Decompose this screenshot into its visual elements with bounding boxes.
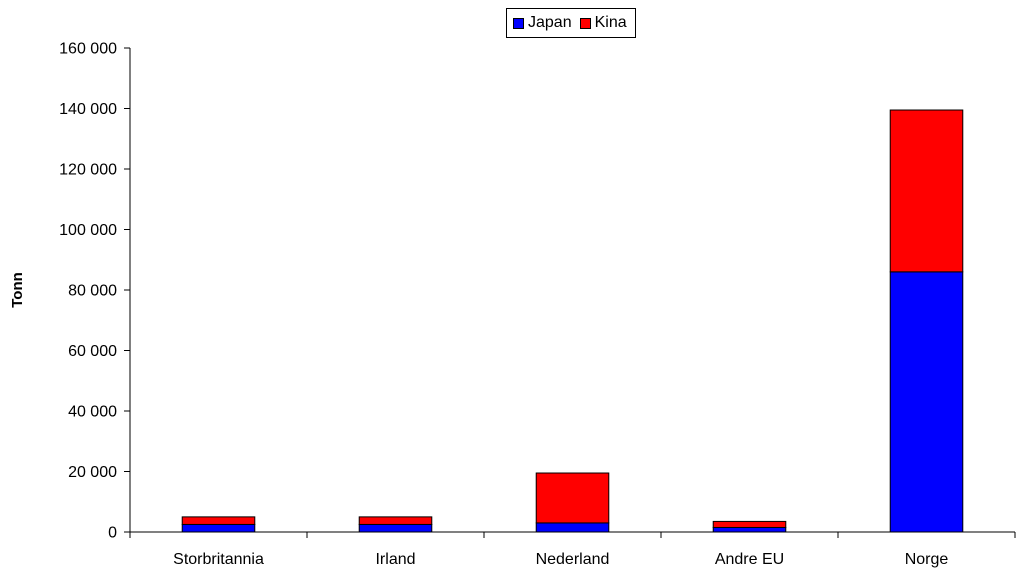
x-tick-label: Norge (905, 551, 949, 568)
legend-label-japan: Japan (528, 14, 572, 31)
bars (181, 109, 964, 533)
x-tick-label: Storbritannia (173, 551, 264, 568)
bar-kina-andre-eu (712, 520, 787, 528)
x-tick-label: Irland (375, 551, 415, 568)
legend-item-kina: Kina (579, 14, 627, 32)
y-tick-label: 160 000 (59, 41, 117, 58)
legend-swatch-kina (579, 17, 591, 29)
legend-label-kina: Kina (594, 14, 627, 31)
y-tick-label: 80 000 (68, 283, 117, 300)
bar-kina-storbritannia (181, 516, 256, 525)
y-tick-label: 100 000 (59, 222, 117, 239)
y-tick-label: 0 (108, 525, 117, 542)
y-axis: 0 20 000 40 000 60 000 80 000 100 000 120 000 1… (59, 41, 131, 542)
x-tick-label: Nederland (536, 551, 610, 568)
bar-japan-irland (358, 523, 433, 533)
y-axis-label: Tonn (9, 272, 26, 308)
y-tick-label: 20 000 (68, 464, 117, 481)
bar-kina-irland (358, 516, 433, 525)
x-axis: Storbritannia Irland Nederland Andre EU Norg… (129, 531, 1016, 568)
bar-japan-andre-eu (712, 526, 787, 533)
x-tick-label: Andre EU (715, 551, 784, 568)
y-tick-label: 60 000 (68, 343, 117, 360)
bar-japan-storbritannia (181, 523, 256, 533)
bar-kina-nederland (535, 472, 610, 524)
y-tick-label: 140 000 (59, 101, 117, 118)
y-tick-label: 40 000 (68, 404, 117, 421)
bar-japan-norge (889, 271, 964, 533)
legend-swatch-japan (513, 17, 524, 29)
bar-kina-norge (889, 109, 964, 273)
legend: Japan Kina (506, 8, 636, 38)
legend-item-japan: Japan (513, 14, 572, 32)
y-tick-label: 120 000 (59, 162, 117, 179)
bar-japan-nederland (535, 522, 610, 533)
